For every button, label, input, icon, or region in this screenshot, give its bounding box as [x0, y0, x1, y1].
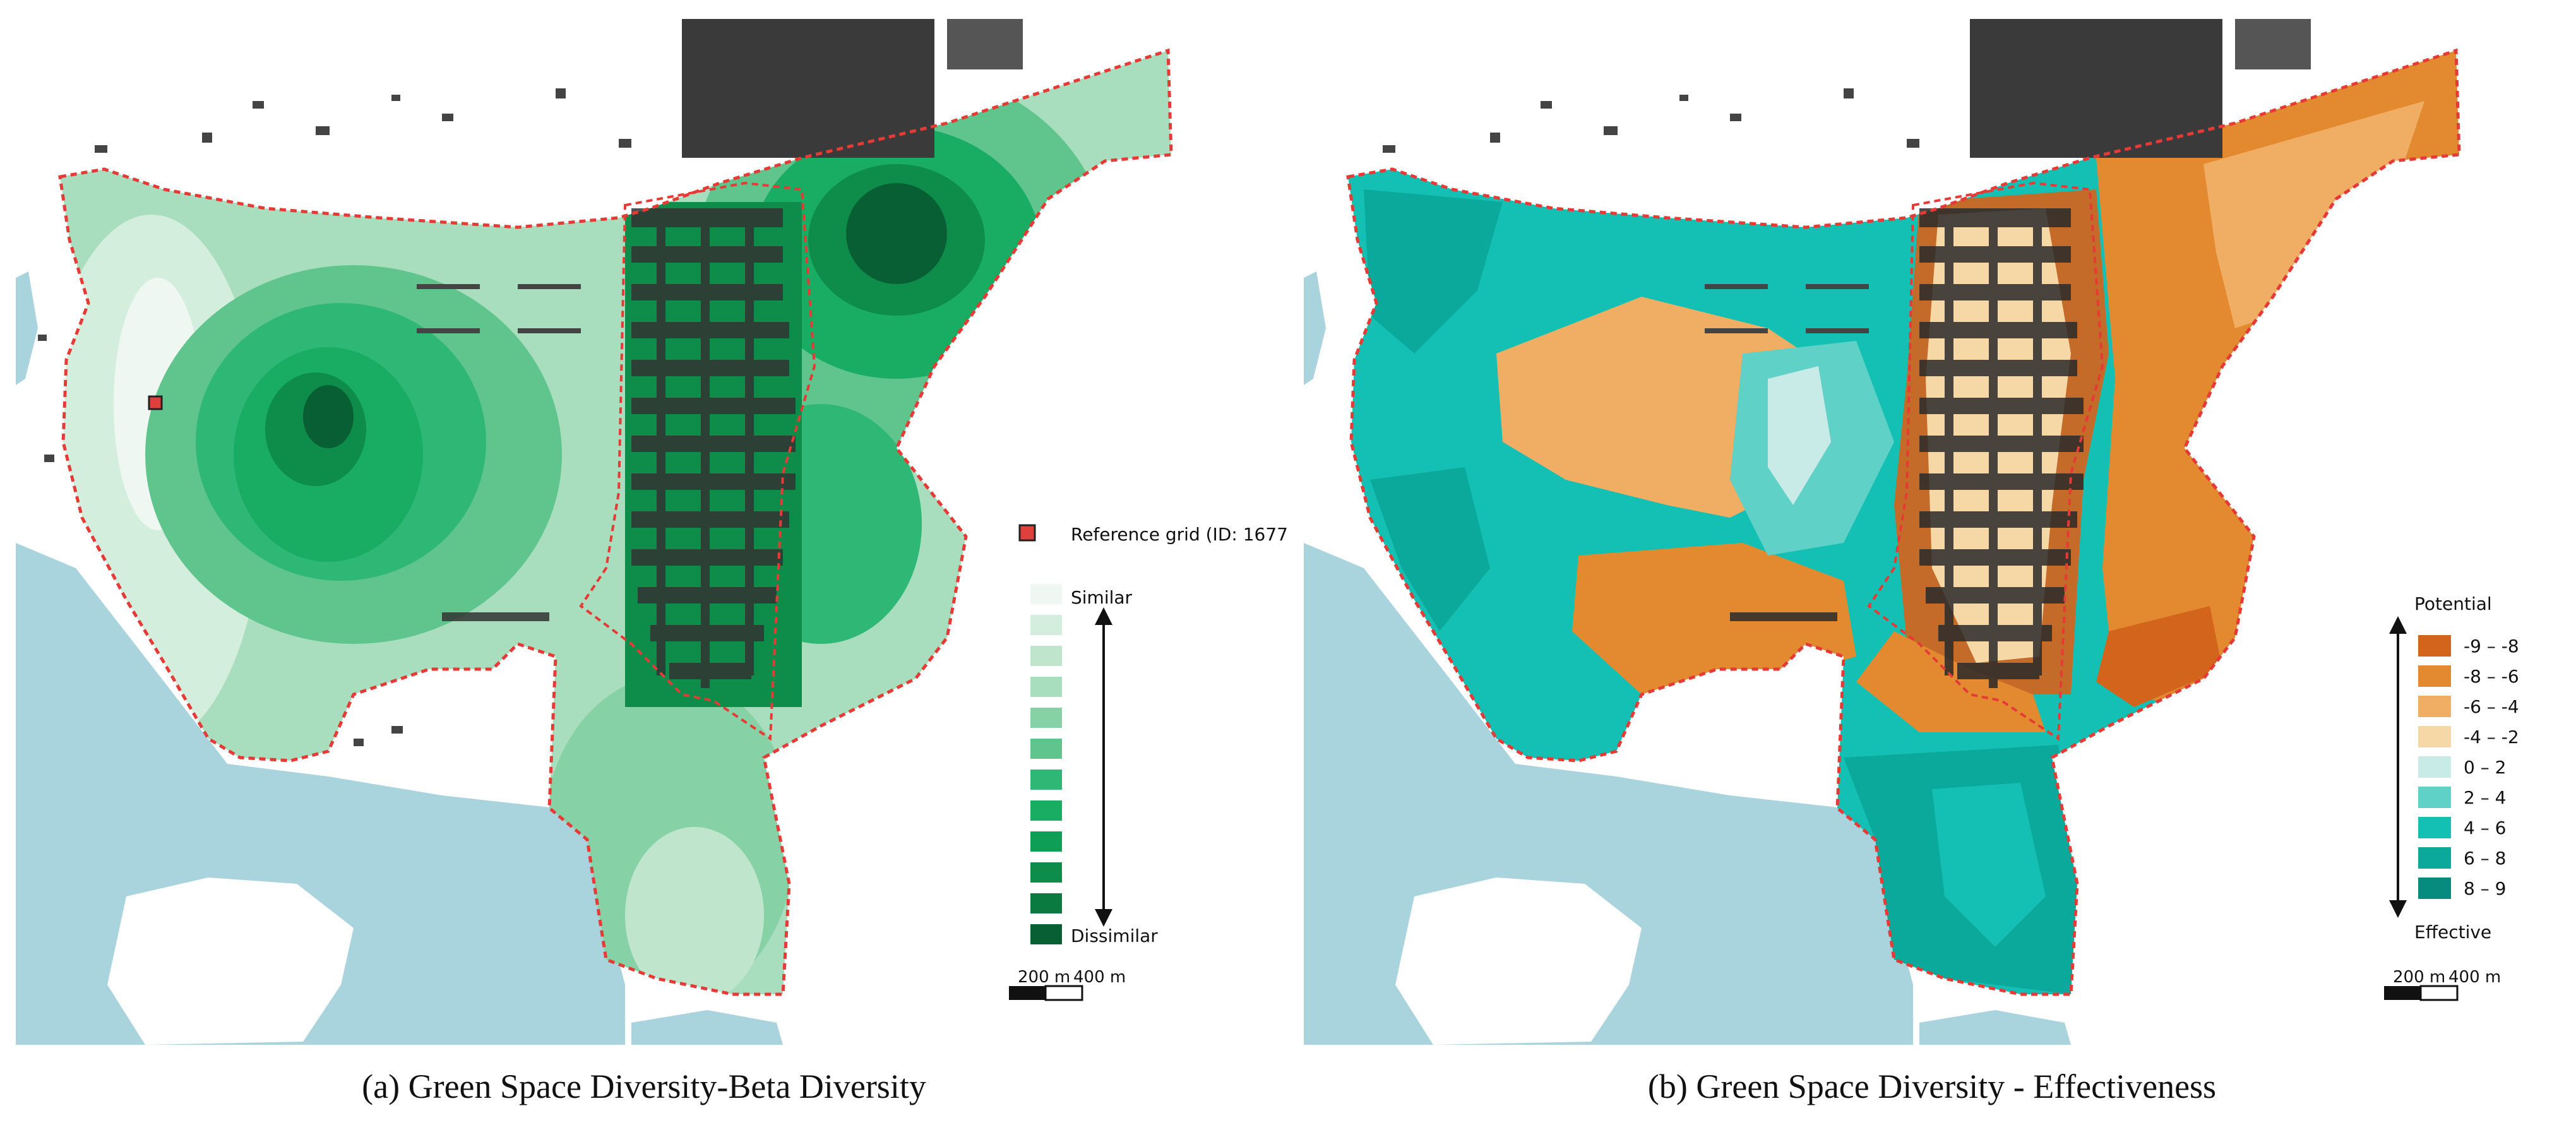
scattered-buildings [38, 88, 631, 746]
water-body [16, 271, 38, 385]
legend-swatch-3 [2418, 696, 2451, 717]
water-body [1304, 271, 1326, 385]
legend-swatch-5 [2418, 756, 2451, 778]
legend-swatch-4 [1030, 677, 1062, 697]
legend-swatch-1 [1030, 584, 1062, 604]
building-blocks [1730, 208, 2084, 688]
legend-swatch-9 [1030, 831, 1062, 852]
study-area-boundary [1346, 48, 2461, 996]
legend-class-label-4: -4 – -2 [2464, 727, 2519, 747]
legend-swatch-4 [2418, 726, 2451, 747]
panel-beta-diversity: Reference grid (ID: 16770) Similar Dissi… [16, 16, 1288, 1105]
water-body [631, 1010, 783, 1045]
legend-class-label-2: -8 – -6 [2464, 666, 2519, 687]
legend-top-label: Potential [2414, 593, 2492, 614]
legend-swatch-6 [2418, 787, 2451, 808]
legend-swatch-10 [1030, 862, 1062, 883]
legend-swatch-2 [2418, 665, 2451, 687]
legend-class-label-3: -6 – -4 [2464, 696, 2519, 717]
water-body [1919, 1010, 2071, 1045]
scale-label-400: 400 m [1073, 968, 1126, 987]
legend-swatch-1 [2418, 635, 2451, 657]
caption-beta-diversity: (a) Green Space Diversity-Beta Diversity [362, 1068, 926, 1105]
legend-swatch-8 [2418, 847, 2451, 869]
legend-reference-label: Reference grid (ID: 16770) [1071, 524, 1288, 545]
map-beta-diversity: Reference grid (ID: 16770) Similar Dissi… [16, 16, 1288, 1045]
caption-effectiveness: (b) Green Space Diversity - Effectivenes… [1647, 1068, 2217, 1105]
legend-arrow-head-up [1095, 607, 1112, 625]
scale-bar: 200 m 400 m [2384, 968, 2501, 1001]
legend-swatch-12 [1030, 924, 1062, 944]
legend-arrow-head-up [2389, 616, 2407, 634]
legend-reference-symbol [1018, 524, 1036, 542]
legend-swatch-11 [1030, 893, 1062, 913]
legend-class-label-1: -9 – -8 [2464, 636, 2519, 657]
legend-class-label-7: 4 – 6 [2464, 818, 2506, 838]
legend-beta-diversity: Reference grid (ID: 16770) Similar Dissi… [1018, 524, 1288, 946]
legend-swatch-7 [2418, 817, 2451, 838]
legend-bottom-label: Effective [2414, 922, 2491, 943]
building-blocks [442, 208, 796, 688]
study-area-boundary [58, 48, 1173, 996]
legend-effectiveness: Potential -9 – -8 -8 – -6 -6 – -4 -4 – -2 0 … [2389, 593, 2519, 943]
panel-effectiveness: Potential -9 – -8 -8 – -6 -6 – -4 -4 – -2 0 … [1288, 0, 2576, 1130]
district-boundary [579, 181, 816, 741]
island [1395, 877, 1642, 1045]
legend-class-label-9: 8 – 9 [2464, 878, 2506, 899]
legend-class-label-5: 0 – 2 [2464, 757, 2506, 778]
legend-swatch-9 [2418, 877, 2451, 899]
scale-label-200: 200 m [2393, 968, 2445, 987]
legend-top-label: Similar [1071, 587, 1133, 608]
scattered-buildings [1383, 88, 1919, 333]
reference-grid-marker [148, 395, 163, 410]
legend-class-label-8: 6 – 8 [2464, 848, 2506, 869]
legend-arrow-head-down [1095, 909, 1112, 927]
legend-swatch-3 [1030, 646, 1062, 666]
scale-label-400: 400 m [2448, 968, 2501, 987]
legend-bottom-label: Dissimilar [1071, 925, 1158, 946]
scale-label-200: 200 m [1018, 968, 1070, 987]
legend-swatch-8 [1030, 800, 1062, 821]
legend-class-label-6: 2 – 4 [2464, 787, 2506, 808]
legend-swatch-6 [1030, 739, 1062, 759]
legend-swatch-2 [1030, 615, 1062, 635]
legend-swatch-5 [1030, 708, 1062, 728]
scale-bar: 200 m 400 m [1009, 968, 1126, 1001]
island [107, 877, 354, 1045]
district-boundary [1867, 181, 2104, 741]
map-effectiveness: Potential -9 – -8 -8 – -6 -6 – -4 -4 – -2 0 … [1304, 16, 2519, 1045]
legend-arrow-head-down [2389, 900, 2407, 918]
legend-swatch-7 [1030, 770, 1062, 790]
